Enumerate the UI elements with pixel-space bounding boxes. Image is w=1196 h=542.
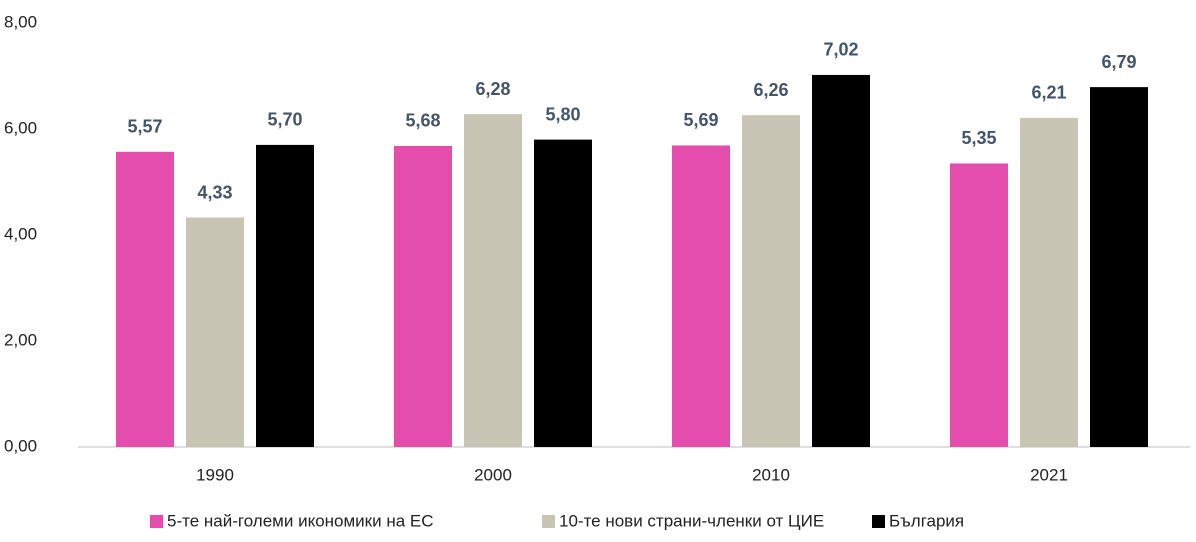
bar xyxy=(464,114,522,447)
y-tick-label: 0,00 xyxy=(4,436,37,455)
value-label: 5,35 xyxy=(961,128,996,148)
value-label: 6,79 xyxy=(1101,52,1136,72)
bar xyxy=(1090,87,1148,447)
bar xyxy=(742,115,800,447)
value-label: 5,69 xyxy=(683,110,718,130)
bar xyxy=(186,217,244,447)
y-tick-label: 2,00 xyxy=(4,330,37,349)
bar xyxy=(1020,117,1078,448)
value-label: 5,70 xyxy=(267,110,302,130)
legend-label: 10-те нови страни-членки от ЦИЕ xyxy=(559,511,824,530)
x-tick-label: 2021 xyxy=(1030,465,1068,484)
value-label: 6,26 xyxy=(753,80,788,100)
bar xyxy=(672,145,730,447)
legend-swatch xyxy=(542,515,555,528)
bar xyxy=(394,145,452,447)
bar xyxy=(256,144,314,447)
bar xyxy=(534,139,592,447)
y-tick-label: 8,00 xyxy=(4,12,37,31)
value-label: 5,57 xyxy=(127,117,162,137)
bar xyxy=(116,151,174,448)
value-label: 5,68 xyxy=(405,111,440,131)
value-label: 6,21 xyxy=(1031,83,1066,103)
legend-label: България xyxy=(889,511,964,530)
x-tick-label: 1990 xyxy=(196,465,234,484)
value-label: 7,02 xyxy=(823,40,858,60)
value-label: 6,28 xyxy=(475,79,510,99)
bar xyxy=(812,74,870,447)
y-tick-label: 6,00 xyxy=(4,118,37,137)
legend-swatch xyxy=(872,515,885,528)
legend-label: 5-те най-големи икономики на ЕС xyxy=(167,511,434,530)
value-label: 4,33 xyxy=(197,182,232,202)
legend-swatch xyxy=(150,515,163,528)
x-tick-label: 2010 xyxy=(752,465,790,484)
value-label: 5,80 xyxy=(545,104,580,124)
x-tick-label: 2000 xyxy=(474,465,512,484)
y-tick-label: 4,00 xyxy=(4,224,37,243)
bar xyxy=(950,163,1008,447)
